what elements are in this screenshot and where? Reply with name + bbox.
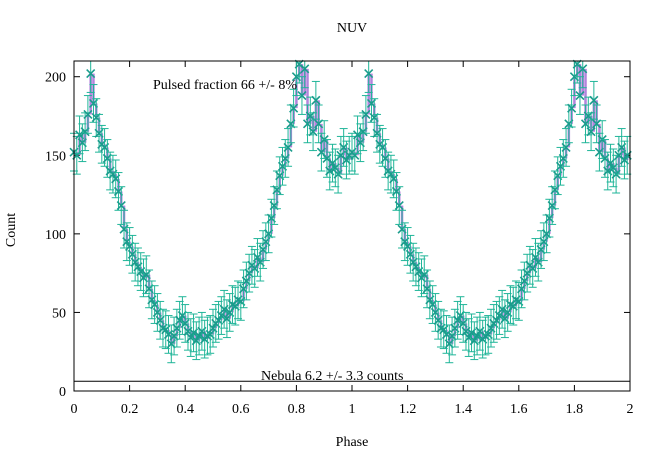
marker-x-b (83, 109, 93, 119)
marker-x-b (575, 91, 585, 101)
y-tick-label: 150 (45, 149, 66, 164)
x-tick-label: 0.6 (232, 402, 250, 417)
x-tick-label: 0.4 (176, 402, 194, 417)
pulsed-fraction-annotation: Pulsed fraction 66 +/- 8% (153, 78, 297, 93)
marker-x-b (361, 109, 371, 119)
data-point (361, 95, 371, 134)
marker-x-b (116, 201, 126, 211)
data-point (300, 61, 310, 89)
data-layer (69, 59, 632, 382)
marker-x-b (86, 69, 96, 79)
y-tick-label: 50 (52, 306, 66, 321)
data-point (311, 80, 321, 120)
y-tick-label: 100 (45, 228, 66, 243)
y-axis-label: Count (4, 213, 19, 247)
x-tick-label: 1.8 (566, 402, 584, 417)
data-point (600, 139, 610, 178)
data-point (575, 76, 585, 115)
data-point (83, 95, 93, 134)
x-tick-label: 0.2 (121, 402, 139, 417)
data-point (283, 128, 293, 167)
data-point (561, 128, 571, 167)
marker-x-b (586, 127, 596, 137)
marker-x-b (567, 103, 577, 113)
x-tick-label: 1.4 (454, 402, 472, 417)
marker-x-b (364, 69, 374, 79)
x-tick-label: 1.6 (510, 402, 528, 417)
data-point (297, 76, 307, 115)
x-tick-label: 0.8 (288, 402, 306, 417)
nebula-annotation: Nebula 6.2 +/- 3.3 counts (261, 369, 403, 384)
marker-x-b (561, 142, 571, 152)
y-tick-label: 0 (59, 385, 66, 400)
x-axis-label: Phase (336, 435, 369, 450)
plot-frame (73, 60, 631, 392)
data-point (578, 61, 588, 89)
x-tick-label: 2 (627, 402, 634, 417)
marker-x-b (283, 142, 293, 152)
marker-x-b (300, 64, 310, 74)
data-point (589, 80, 599, 120)
data-point (244, 253, 254, 293)
marker-x-b (289, 103, 299, 113)
data-point (394, 186, 404, 225)
marker-x-b (578, 64, 588, 74)
chart-title: NUV (337, 21, 367, 36)
data-point (86, 61, 96, 93)
x-tick-label: 1.2 (399, 402, 417, 417)
marker-x-b (297, 91, 307, 101)
y-tick-label: 200 (45, 71, 66, 86)
marker-x-b (589, 95, 599, 105)
x-tick-label: 0 (71, 402, 78, 417)
axes-layer: 0 0.2 0.4 0.6 0.8 1 1.2 1.4 1.6 1.8 2 0 50 100 150 200 (45, 61, 634, 417)
marker-x-b (308, 127, 318, 137)
data-point (336, 135, 346, 175)
marker-x-b (311, 95, 321, 105)
x-tick-label: 1 (349, 402, 356, 417)
marker-x-b (394, 201, 404, 211)
